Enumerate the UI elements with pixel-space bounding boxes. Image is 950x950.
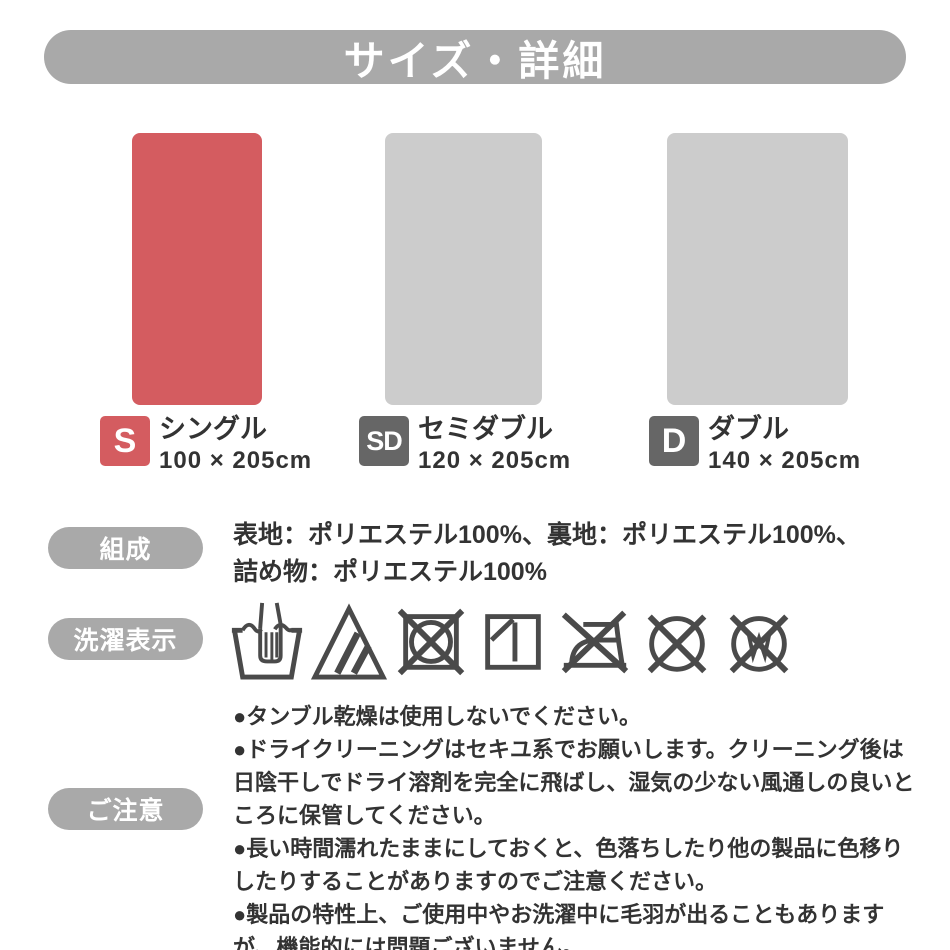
size-name-single: シングル (159, 414, 267, 444)
size-badge-sd-code: SD (366, 425, 403, 456)
caution-note: ●製品の特性上、ご使用中やお洗濯中に毛羽が出ることもありますが、機能的には問題ご… (233, 902, 885, 950)
caution-note: ●長い時間濡れたままにしておくと、色落ちしたり他の製品に色移りしたりすることがあ… (233, 836, 904, 894)
non-chlorine-bleach-icon (310, 603, 388, 680)
size-badge-s-code: S (113, 421, 137, 460)
composition-label: 組成 (99, 536, 152, 564)
size-label-single: S シングル 100 × 205cm (100, 416, 312, 473)
caution-pill: ご注意 (48, 788, 203, 830)
composition-line: 詰め物：ポリエステル100% (233, 558, 547, 586)
caution-label: ご注意 (86, 797, 165, 825)
size-badge-s: S (100, 416, 150, 466)
bed-swatch-semi-double (385, 133, 542, 405)
section-title-banner: サイズ・詳細 (44, 30, 906, 84)
bed-swatch-double (667, 133, 848, 405)
bed-swatch-single (132, 133, 262, 405)
composition-text: 表地：ポリエステル100%、裏地：ポリエステル100%、 詰め物：ポリエステル1… (233, 517, 923, 591)
size-label-semi-double: SD セミダブル 120 × 205cm (359, 416, 571, 473)
do-not-tumble-dry-icon (397, 608, 465, 676)
caution-note: ●ドライクリーニングはセキユ系でお願いします。クリーニング後は日陰干しでドライ溶… (233, 737, 915, 828)
caution-note: ●タンブル乾燥は使用しないでください。 (233, 704, 641, 729)
line-dry-in-shade-icon (485, 614, 541, 670)
do-not-iron-icon (561, 610, 629, 674)
composition-line: 表地：ポリエステル100%、裏地：ポリエステル100%、 (233, 521, 861, 549)
size-dims-single: 100 × 205cm (159, 447, 313, 474)
size-name-double: ダブル (708, 414, 789, 444)
size-dims-double: 140 × 205cm (708, 447, 862, 474)
size-badge-d: D (649, 416, 699, 466)
composition-pill: 組成 (48, 527, 203, 569)
size-dims-semi-double: 120 × 205cm (418, 447, 572, 474)
size-label-double: D ダブル 140 × 205cm (649, 416, 861, 473)
size-badge-sd: SD (359, 416, 409, 466)
do-not-dry-clean-icon (647, 614, 707, 674)
do-not-wet-clean-icon (729, 614, 789, 674)
hand-wash-icon (231, 602, 303, 680)
care-symbols-row (228, 597, 798, 683)
care-label: 洗濯表示 (73, 627, 178, 655)
size-name-semi-double: セミダブル (418, 414, 553, 444)
page-title: サイズ・詳細 (343, 38, 607, 84)
size-badge-d-code: D (661, 421, 687, 460)
caution-notes: ●タンブル乾燥は使用しないでください。 ●ドライクリーニングはセキユ系でお願いし… (233, 700, 921, 950)
care-pill: 洗濯表示 (48, 618, 203, 660)
